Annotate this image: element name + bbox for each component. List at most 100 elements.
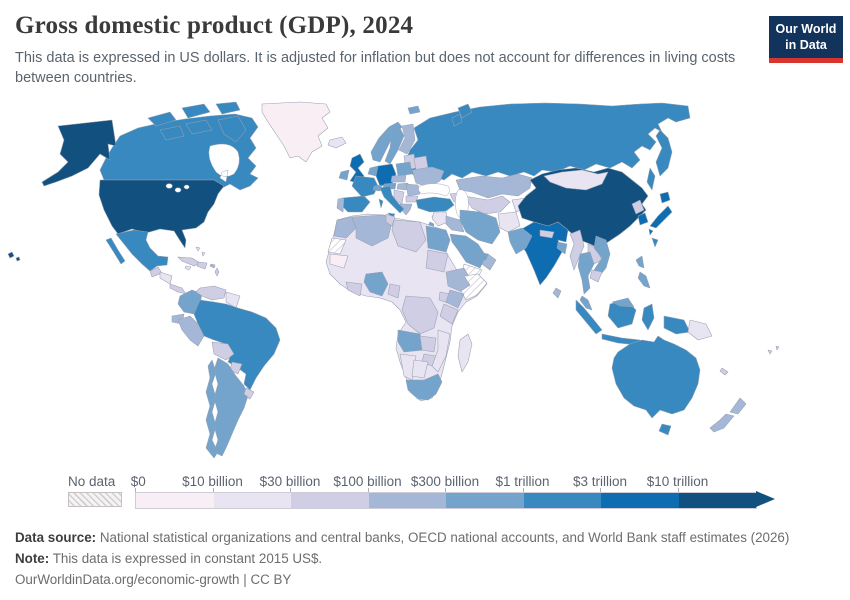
country-russia[interactable] [404,102,691,181]
country-russia-kamchatka[interactable] [655,129,673,177]
country-myanmar[interactable] [569,229,585,271]
country-angola[interactable] [397,329,425,353]
country-mauritania[interactable] [329,253,349,269]
country-bahamas[interactable] [195,246,206,257]
country-new-zealand[interactable] [709,397,747,433]
country-bolivia[interactable] [211,341,235,361]
country-fiji[interactable] [767,345,780,355]
country-oman[interactable] [481,253,497,271]
country-spain[interactable] [339,195,371,213]
legend-bin-b3000[interactable] [601,493,679,508]
legend-bin-b10[interactable] [213,493,291,508]
legend-bin-b300[interactable] [446,493,524,508]
legend-bin-b0[interactable] [136,493,214,508]
country-iraq[interactable] [445,215,465,233]
country-indonesia-sumatra[interactable] [575,299,603,335]
country-libya[interactable] [391,219,427,253]
country-mozambique[interactable] [431,329,451,373]
country-ireland[interactable] [338,169,350,181]
country-philippines[interactable] [635,255,651,289]
country-afghanistan[interactable] [497,211,521,233]
country-syria-levant[interactable] [431,211,449,227]
country-dr-congo[interactable] [401,295,439,335]
footer-sources-text[interactable]: National statistical organizations and c… [96,530,790,545]
country-kenya[interactable] [445,289,465,309]
country-turkey[interactable] [415,196,455,213]
country-pakistan[interactable] [507,227,533,255]
country-honduras-nicaragua[interactable] [159,271,173,285]
country-united-states[interactable] [98,179,225,249]
country-thailand[interactable] [577,251,595,295]
country-indonesia-sulawesi[interactable] [641,303,655,331]
legend-bin-b1000[interactable] [523,493,601,508]
country-costa-rica-panama[interactable] [169,283,187,295]
country-chile[interactable] [205,359,219,459]
legend-bin-b10000[interactable] [678,493,756,508]
country-iran[interactable] [459,209,501,245]
country-russia-sakhalin[interactable] [646,167,656,191]
country-sudan[interactable] [425,249,449,273]
country-taiwan[interactable] [651,237,659,248]
country-cambodia[interactable] [589,269,603,283]
country-mexico-baja[interactable] [105,237,126,265]
country-south-korea[interactable] [637,212,649,226]
country-tanzania[interactable] [439,303,459,325]
country-north-korea[interactable] [631,199,645,215]
country-puerto-rico[interactable] [209,263,216,269]
country-jamaica[interactable] [184,265,192,271]
footer-url-link[interactable]: OurWorldinData.org/economic-growth [15,572,240,587]
country-argentina[interactable] [213,357,249,457]
country-sri-lanka[interactable] [552,287,562,299]
country-uae-qatar[interactable] [475,251,489,261]
country-western-sahara[interactable] [327,237,347,255]
country-australia-tasmania[interactable] [658,423,672,436]
country-france[interactable] [351,175,379,198]
country-indonesia-papua[interactable] [663,315,691,335]
country-south-africa[interactable] [405,373,443,401]
country-sweden[interactable] [384,127,405,165]
country-botswana[interactable] [411,359,429,379]
country-kazakhstan[interactable] [455,173,533,199]
country-tunisia[interactable] [385,213,396,227]
legend-bin-b100[interactable] [368,493,446,508]
country-canada-arctic-islands[interactable] [147,101,247,143]
country-hispaniola[interactable] [196,261,208,270]
country-malaysia-borneo[interactable] [611,297,635,308]
country-australia[interactable] [611,335,701,419]
country-madagascar[interactable] [457,333,473,373]
country-svalbard[interactable] [407,105,421,115]
country-germany[interactable] [375,163,397,187]
country-czech-slovakia[interactable] [390,174,407,183]
country-egypt[interactable] [425,225,451,253]
country-zambia[interactable] [419,335,437,353]
country-portugal[interactable] [336,197,345,213]
legend-no-data-swatch[interactable] [68,492,122,507]
country-paraguay[interactable] [229,361,243,375]
footer-license[interactable]: CC BY [250,572,292,587]
country-poland[interactable] [395,161,413,177]
country-cameroon[interactable] [387,283,401,299]
country-bulgaria[interactable] [405,195,419,203]
country-mexico[interactable] [115,229,169,272]
country-japan[interactable] [648,191,673,236]
country-mongolia[interactable] [543,169,609,191]
country-ukraine[interactable] [411,166,445,188]
country-papua-new-guinea[interactable] [687,319,713,341]
country-hawaii[interactable] [7,251,21,262]
country-uruguay[interactable] [243,387,255,400]
country-venezuela[interactable] [195,285,227,301]
country-uzbekistan-turkmenistan[interactable] [463,195,511,215]
country-alaska[interactable] [41,119,117,187]
country-greenland[interactable] [261,101,331,163]
country-morocco[interactable] [333,216,357,239]
legend-bin-b30[interactable] [291,493,369,508]
country-brazil[interactable] [193,299,281,391]
country-new-caledonia[interactable] [719,367,729,376]
country-iceland[interactable] [327,136,347,149]
country-algeria[interactable] [351,214,393,247]
country-switzerland[interactable] [372,184,383,192]
country-nepal[interactable] [539,229,555,239]
country-saudi-arabia[interactable] [449,233,487,269]
country-peru[interactable] [177,315,205,347]
